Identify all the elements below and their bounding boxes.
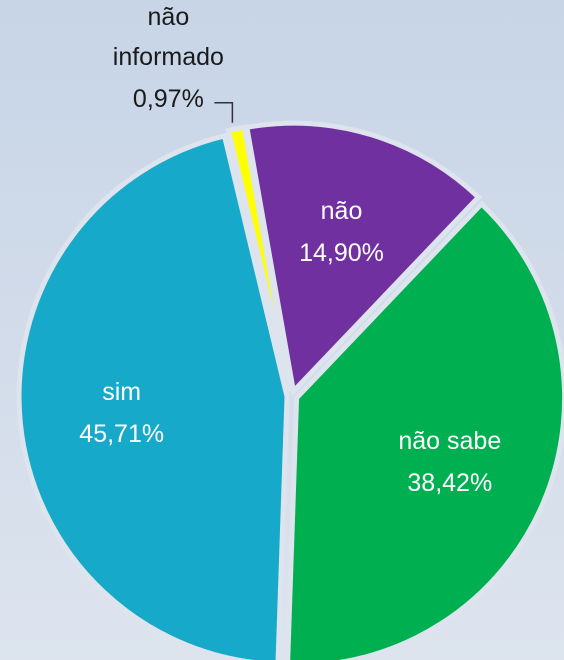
value-label: 14,90% (299, 239, 384, 268)
leader-line (214, 101, 234, 123)
category-label: não sabe (398, 427, 502, 456)
pie-slice (243, 120, 482, 397)
pie-slice (16, 132, 290, 660)
pie-slice (285, 200, 564, 660)
category-label: sim (102, 378, 142, 407)
value-label: 38,42% (407, 469, 493, 498)
value-label: 45,71% (79, 420, 165, 449)
category-label: não informado (112, 2, 224, 71)
value-label: 0,97% (132, 84, 204, 113)
category-label: não (320, 197, 363, 226)
